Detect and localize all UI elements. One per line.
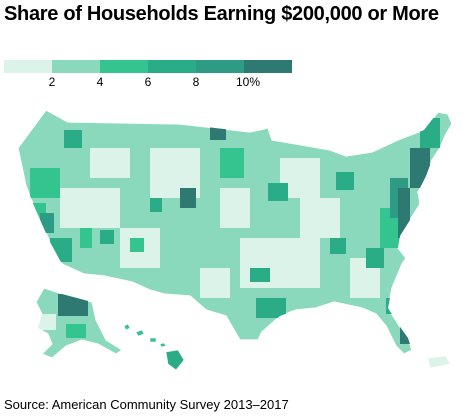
legend-color-bar bbox=[4, 60, 292, 73]
alaska-region bbox=[35, 287, 123, 359]
legend-swatch-6 bbox=[244, 60, 292, 73]
legend-swatch-1 bbox=[4, 60, 52, 73]
legend-tick: 10% bbox=[235, 75, 261, 89]
legend-tick: 2 bbox=[48, 75, 56, 89]
legend-swatch-3 bbox=[100, 60, 148, 73]
map-title: Share of Households Earning $200,000 or … bbox=[4, 3, 439, 25]
source-note: Source: American Community Survey 2013–2… bbox=[4, 397, 289, 412]
legend-tick: 6 bbox=[144, 75, 152, 89]
hawaii-region bbox=[123, 323, 185, 371]
legend-swatch-4 bbox=[148, 60, 196, 73]
puerto-rico-region bbox=[427, 355, 451, 369]
county-fills bbox=[26, 118, 440, 344]
legend-tick: 8 bbox=[192, 75, 200, 89]
color-legend: 2 4 6 8 10% bbox=[4, 60, 292, 90]
legend-swatch-5 bbox=[196, 60, 244, 73]
alaska-county-fills bbox=[36, 294, 88, 338]
county-choropleth-map bbox=[17, 109, 453, 371]
legend-swatch-2 bbox=[52, 60, 100, 73]
legend-tick: 4 bbox=[96, 75, 104, 89]
